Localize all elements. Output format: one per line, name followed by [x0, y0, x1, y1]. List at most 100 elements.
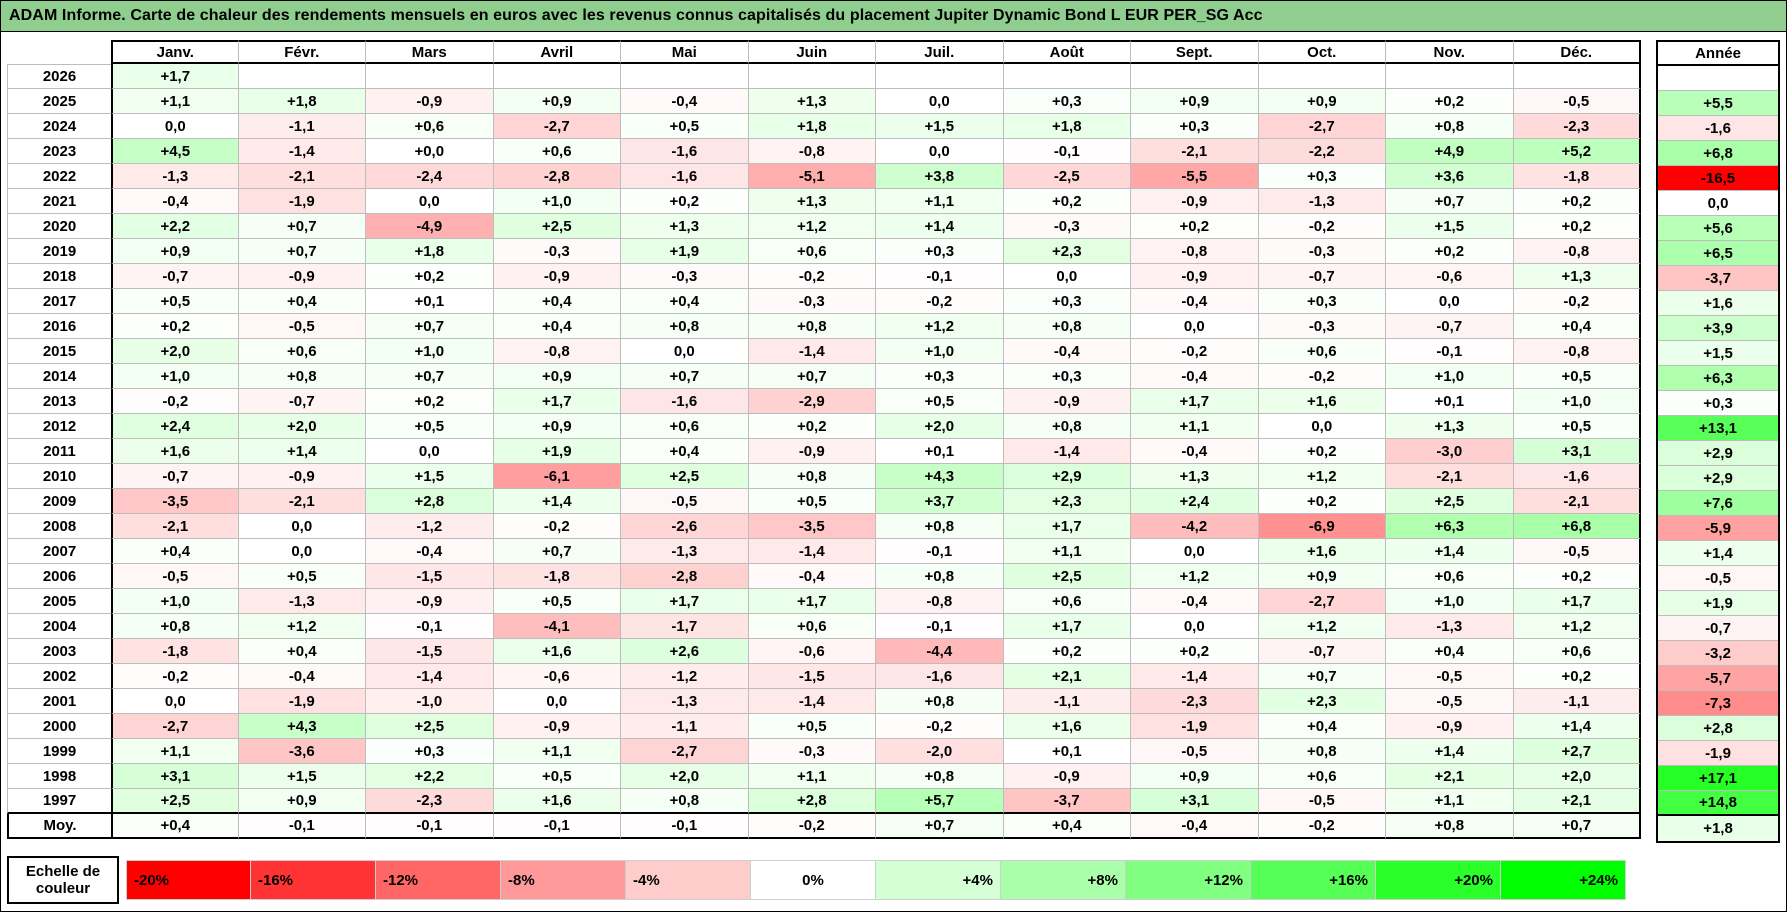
- return-cell[interactable]: -0,1: [876, 264, 1004, 289]
- return-cell[interactable]: -0,8: [748, 139, 876, 164]
- return-cell[interactable]: -1,4: [748, 539, 876, 564]
- return-cell[interactable]: -0,7: [1258, 639, 1386, 664]
- return-cell[interactable]: -1,7: [621, 614, 749, 639]
- return-cell[interactable]: +1,2: [1258, 464, 1386, 489]
- return-cell[interactable]: +1,2: [1131, 564, 1259, 589]
- return-cell[interactable]: -0,7: [111, 264, 239, 289]
- return-cell[interactable]: 0,0: [1131, 314, 1259, 339]
- row-header-year[interactable]: 2005: [7, 589, 111, 614]
- return-cell[interactable]: -0,5: [1258, 789, 1386, 814]
- return-cell[interactable]: -0,2: [748, 264, 876, 289]
- return-cell[interactable]: +0,8: [238, 364, 366, 389]
- return-cell[interactable]: +0,7: [1258, 664, 1386, 689]
- return-cell[interactable]: +1,2: [748, 214, 876, 239]
- return-cell[interactable]: +0,6: [621, 414, 749, 439]
- return-cell[interactable]: +0,3: [1258, 289, 1386, 314]
- return-cell[interactable]: +1,7: [1003, 614, 1131, 639]
- return-cell[interactable]: -0,6: [1386, 264, 1514, 289]
- return-cell[interactable]: +0,9: [493, 364, 621, 389]
- return-cell[interactable]: +1,7: [1131, 389, 1259, 414]
- return-cell[interactable]: +1,6: [1258, 389, 1386, 414]
- return-cell[interactable]: -1,6: [621, 389, 749, 414]
- return-cell[interactable]: +1,0: [1513, 389, 1641, 414]
- column-header-month[interactable]: Juin: [748, 40, 876, 64]
- return-cell[interactable]: -0,3: [1003, 214, 1131, 239]
- return-cell[interactable]: -0,4: [1131, 589, 1259, 614]
- return-cell[interactable]: -2,2: [1258, 139, 1386, 164]
- return-cell[interactable]: -2,6: [621, 514, 749, 539]
- return-cell[interactable]: +0,8: [1003, 314, 1131, 339]
- return-cell[interactable]: -5,1: [748, 164, 876, 189]
- return-cell[interactable]: +2,5: [621, 464, 749, 489]
- return-cell[interactable]: +2,0: [238, 414, 366, 439]
- annual-return-cell[interactable]: +1,9: [1658, 591, 1778, 616]
- return-cell[interactable]: +0,7: [238, 214, 366, 239]
- return-cell[interactable]: +0,4: [111, 539, 239, 564]
- return-cell[interactable]: -0,1: [366, 614, 494, 639]
- row-header-year[interactable]: 2019: [7, 239, 111, 264]
- return-cell[interactable]: +1,1: [1386, 789, 1514, 814]
- return-cell[interactable]: +2,4: [111, 414, 239, 439]
- row-header-year[interactable]: 1999: [7, 739, 111, 764]
- return-cell[interactable]: -1,2: [366, 514, 494, 539]
- return-cell[interactable]: +2,5: [493, 214, 621, 239]
- return-cell[interactable]: -0,2: [111, 664, 239, 689]
- return-cell[interactable]: -1,4: [1003, 439, 1131, 464]
- row-header-year[interactable]: 2021: [7, 189, 111, 214]
- return-cell[interactable]: [876, 64, 1004, 89]
- average-return-cell[interactable]: -0,1: [621, 814, 749, 839]
- return-cell[interactable]: +0,5: [493, 764, 621, 789]
- return-cell[interactable]: +0,1: [876, 439, 1004, 464]
- return-cell[interactable]: +1,8: [238, 89, 366, 114]
- column-header-month[interactable]: Oct.: [1258, 40, 1386, 64]
- return-cell[interactable]: +3,1: [1513, 439, 1641, 464]
- return-cell[interactable]: -1,4: [238, 139, 366, 164]
- return-cell[interactable]: -1,5: [366, 564, 494, 589]
- return-cell[interactable]: +1,5: [876, 114, 1004, 139]
- return-cell[interactable]: +0,1: [1386, 389, 1514, 414]
- return-cell[interactable]: +1,5: [366, 464, 494, 489]
- return-cell[interactable]: 0,0: [366, 189, 494, 214]
- row-header-year[interactable]: 2003: [7, 639, 111, 664]
- return-cell[interactable]: +2,5: [111, 789, 239, 814]
- return-cell[interactable]: +2,3: [1003, 239, 1131, 264]
- return-cell[interactable]: +0,2: [1386, 89, 1514, 114]
- return-cell[interactable]: +5,2: [1513, 139, 1641, 164]
- annual-return-cell[interactable]: -1,6: [1658, 116, 1778, 141]
- return-cell[interactable]: -1,3: [621, 689, 749, 714]
- return-cell[interactable]: -0,5: [621, 489, 749, 514]
- return-cell[interactable]: +2,9: [1003, 464, 1131, 489]
- return-cell[interactable]: -1,4: [748, 689, 876, 714]
- annual-return-cell[interactable]: +2,8: [1658, 716, 1778, 741]
- row-header-year[interactable]: 2025: [7, 89, 111, 114]
- return-cell[interactable]: +3,1: [111, 764, 239, 789]
- return-cell[interactable]: -0,3: [748, 289, 876, 314]
- return-cell[interactable]: -1,3: [1258, 189, 1386, 214]
- return-cell[interactable]: +2,5: [1386, 489, 1514, 514]
- return-cell[interactable]: -1,5: [748, 664, 876, 689]
- return-cell[interactable]: 0,0: [876, 139, 1004, 164]
- return-cell[interactable]: 0,0: [1003, 264, 1131, 289]
- return-cell[interactable]: +1,3: [1513, 264, 1641, 289]
- return-cell[interactable]: -1,3: [111, 164, 239, 189]
- return-cell[interactable]: -0,9: [1386, 714, 1514, 739]
- return-cell[interactable]: -1,6: [621, 139, 749, 164]
- annual-return-cell[interactable]: -7,3: [1658, 691, 1778, 716]
- return-cell[interactable]: +0,4: [1513, 314, 1641, 339]
- return-cell[interactable]: -0,8: [493, 339, 621, 364]
- return-cell[interactable]: -1,3: [621, 539, 749, 564]
- annual-return-cell[interactable]: +6,5: [1658, 241, 1778, 266]
- return-cell[interactable]: -0,2: [876, 714, 1004, 739]
- return-cell[interactable]: -0,3: [493, 239, 621, 264]
- return-cell[interactable]: +0,2: [111, 314, 239, 339]
- return-cell[interactable]: +1,6: [493, 789, 621, 814]
- row-header-year[interactable]: 2017: [7, 289, 111, 314]
- return-cell[interactable]: -0,9: [238, 264, 366, 289]
- return-cell[interactable]: +1,0: [493, 189, 621, 214]
- return-cell[interactable]: +0,4: [493, 289, 621, 314]
- return-cell[interactable]: -0,5: [1386, 664, 1514, 689]
- return-cell[interactable]: +1,8: [366, 239, 494, 264]
- return-cell[interactable]: +1,2: [1258, 614, 1386, 639]
- return-cell[interactable]: +1,9: [621, 239, 749, 264]
- return-cell[interactable]: -0,5: [111, 564, 239, 589]
